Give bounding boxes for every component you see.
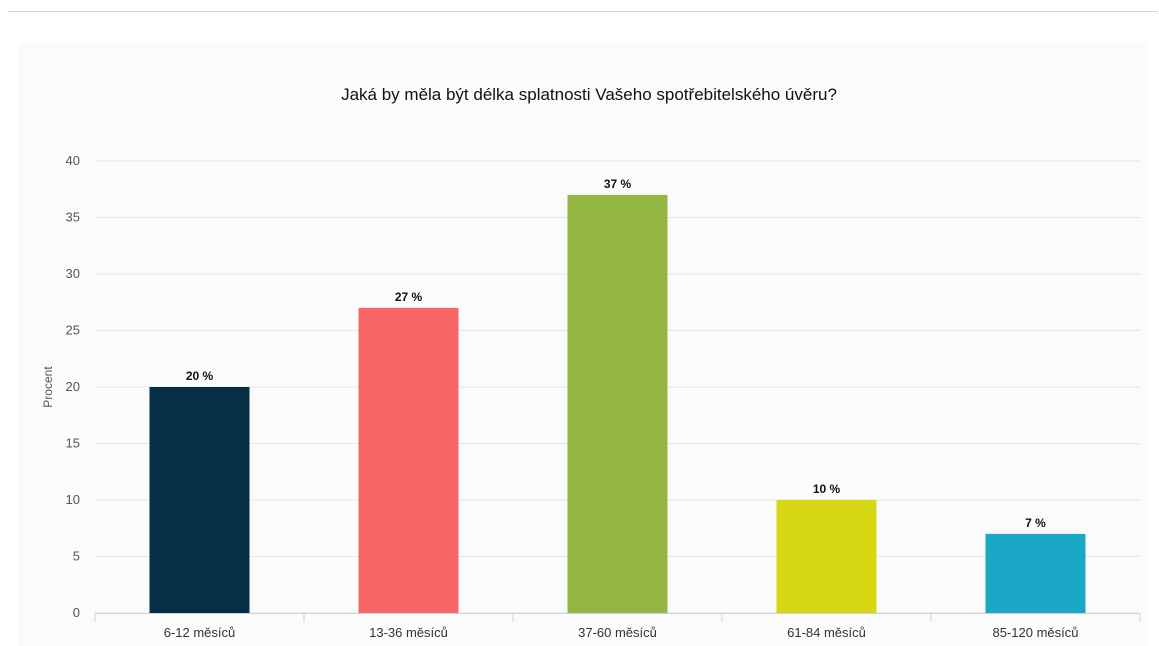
bar	[149, 387, 250, 613]
x-tick-label: 13-36 měsíců	[369, 625, 448, 640]
chart-title: Jaká by měla být délka splatnosti Vašeho…	[341, 85, 837, 104]
data-label: 37 %	[604, 177, 632, 191]
bar	[776, 500, 877, 613]
bar	[358, 307, 459, 613]
y-tick-label: 15	[66, 436, 80, 451]
data-label: 27 %	[395, 290, 423, 304]
data-label: 7 %	[1025, 516, 1046, 530]
top-divider	[8, 11, 1158, 12]
x-tick-label: 85-120 měsíců	[993, 625, 1079, 640]
bar	[985, 533, 1086, 613]
y-axis-title: Procent	[41, 366, 55, 408]
y-tick-label: 40	[66, 153, 80, 168]
x-tick-label: 6-12 měsíců	[164, 625, 236, 640]
data-label: 10 %	[813, 482, 841, 496]
x-tick-label: 61-84 měsíců	[787, 625, 866, 640]
y-tick-label: 35	[66, 210, 80, 225]
y-tick-label: 10	[66, 492, 80, 507]
y-tick-label: 0	[73, 605, 80, 620]
y-tick-label: 20	[66, 379, 80, 394]
y-tick-label: 25	[66, 323, 80, 338]
y-tick-label: 5	[73, 549, 80, 564]
y-tick-label: 30	[66, 266, 80, 281]
bar	[567, 194, 668, 613]
data-label: 20 %	[186, 369, 214, 383]
x-tick-label: 37-60 měsíců	[578, 625, 657, 640]
